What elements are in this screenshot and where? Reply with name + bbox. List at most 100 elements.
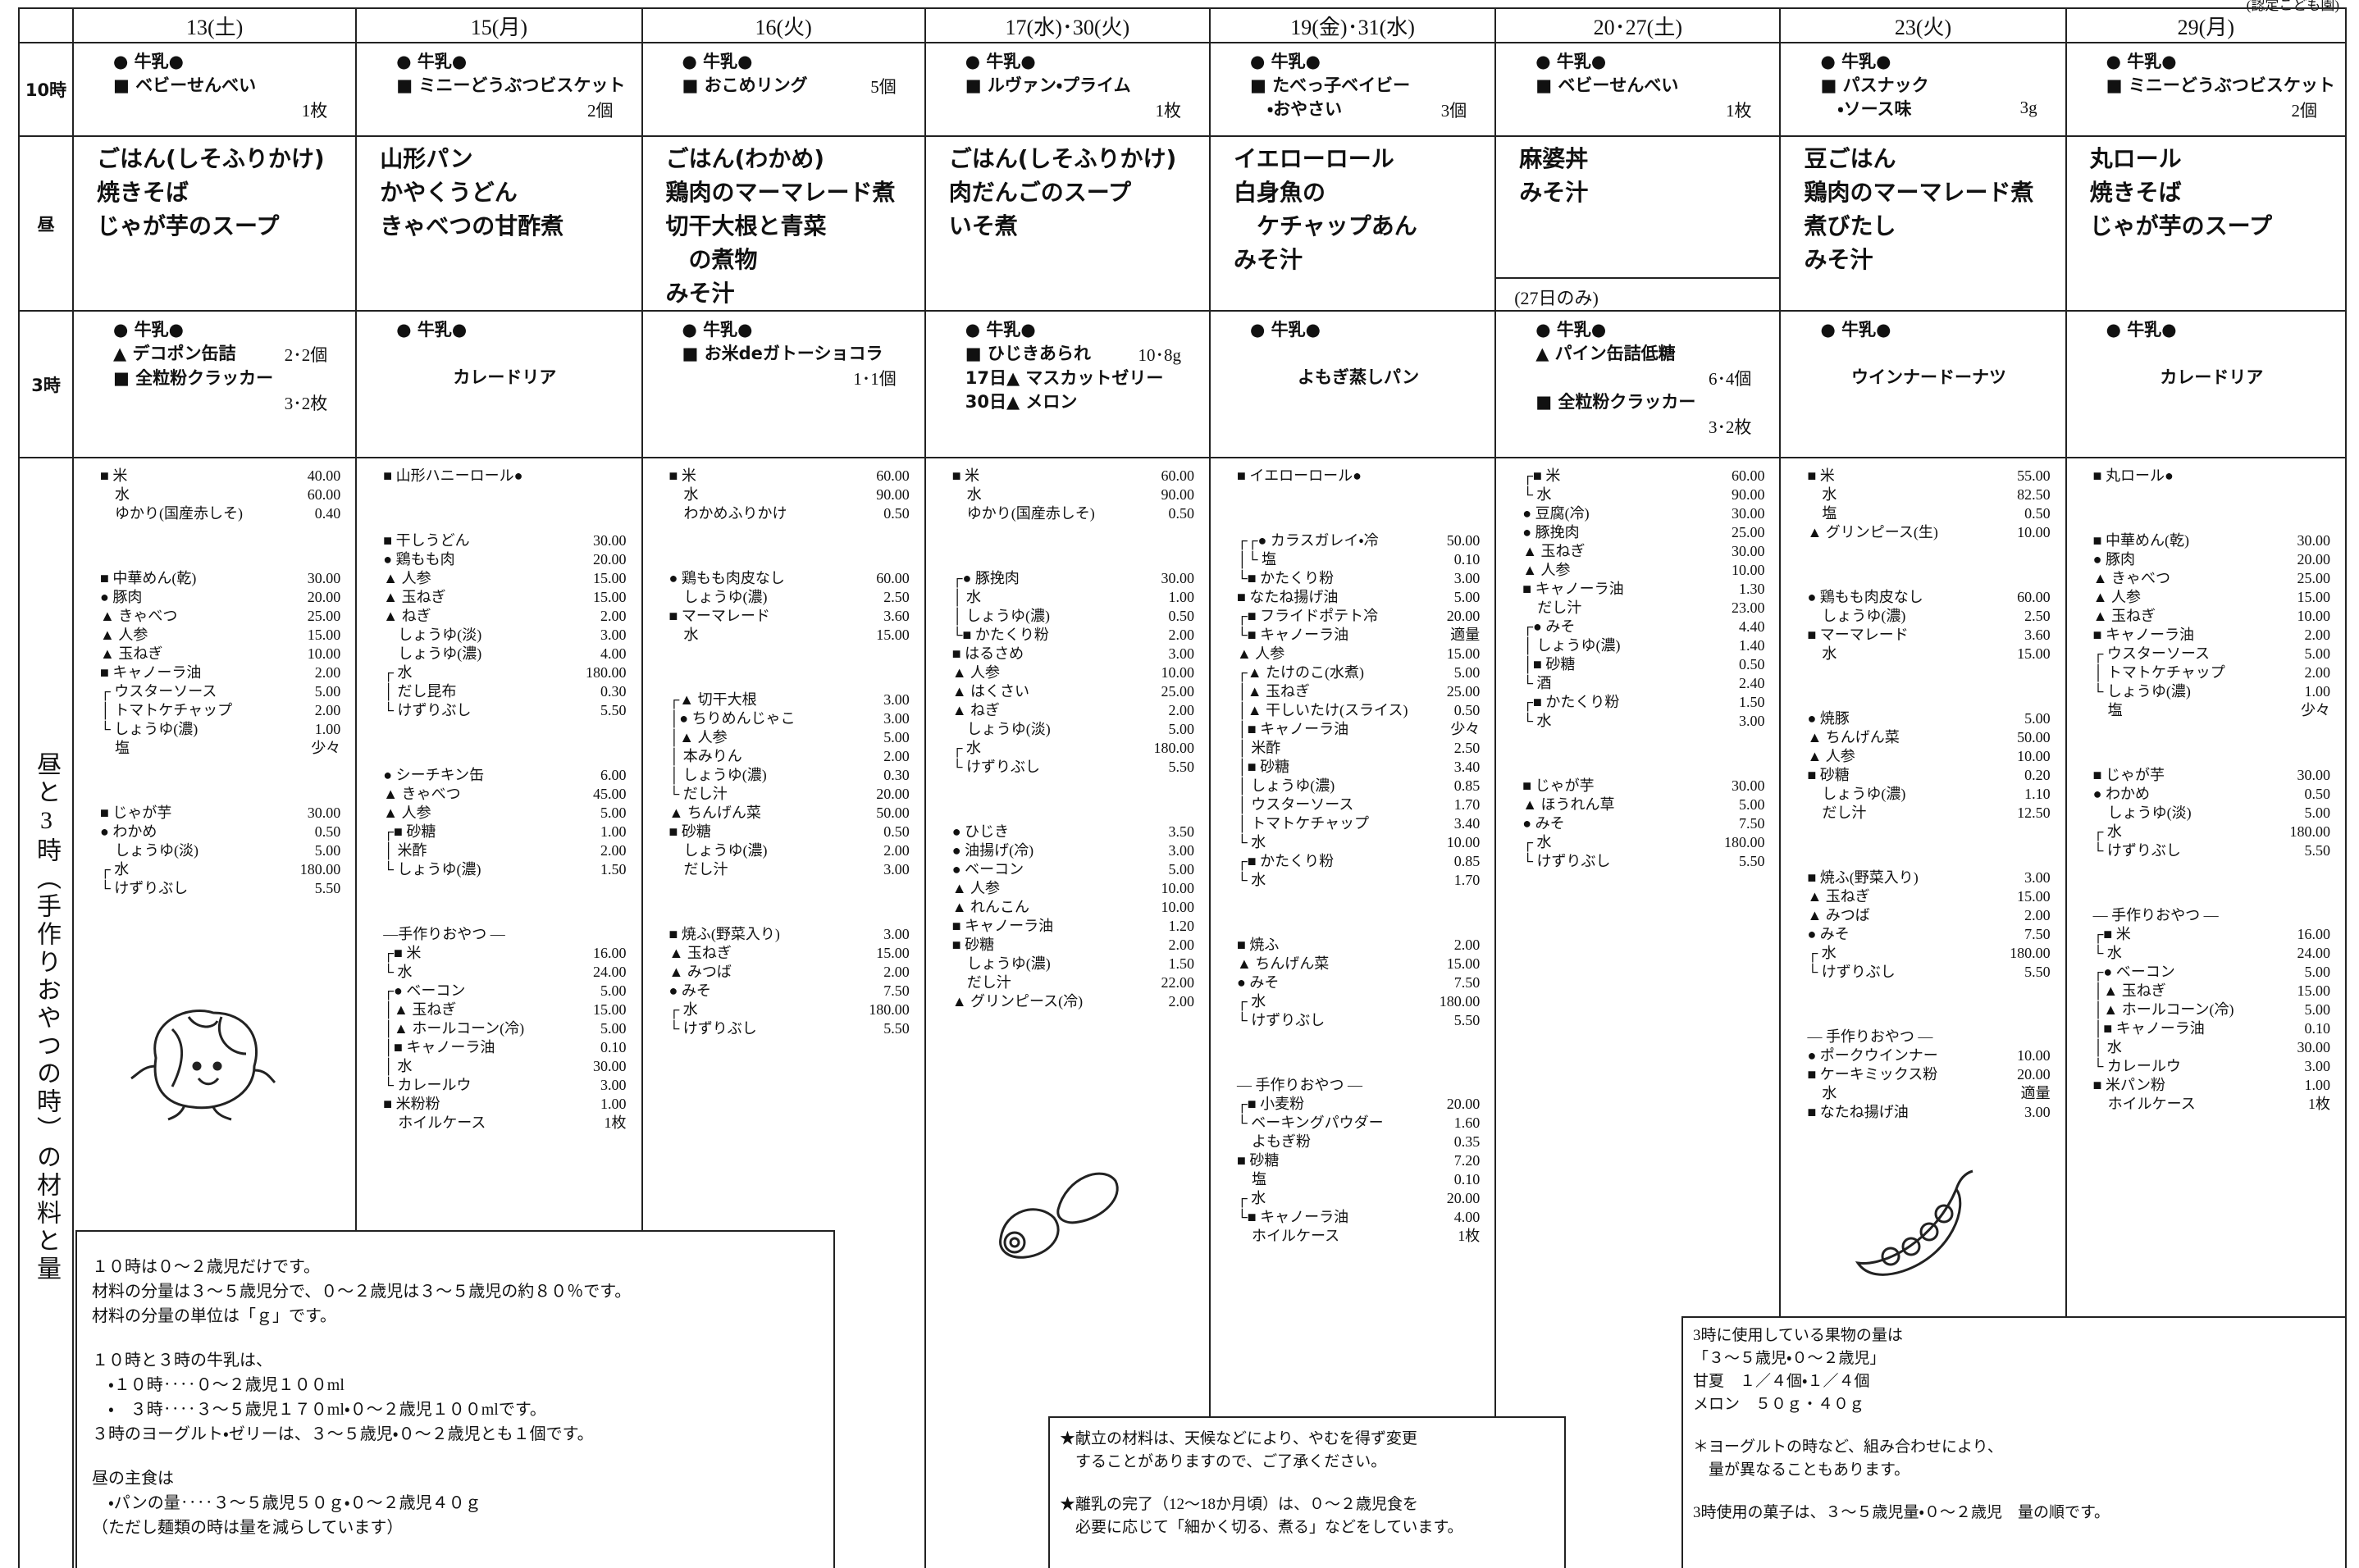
ingredient-amount: 7.50 bbox=[2024, 926, 2051, 942]
ingredient-name: ▲ 玉ねぎ bbox=[1807, 888, 1870, 905]
ingredient-row: │■ キャノーラ油 0.10 bbox=[383, 1038, 626, 1057]
ingredient-row: ホイルケース 1枚 bbox=[2093, 1095, 2330, 1114]
note-line: １０時は０～２歳児だけです。 bbox=[92, 1258, 320, 1276]
snack-line: 1枚 bbox=[965, 98, 1181, 122]
ingredient-name: ■ キャノーラ油 bbox=[2092, 627, 2195, 643]
ingredient-row: │▲ 玉ねぎ 15.00 bbox=[383, 1001, 626, 1019]
ingredient-row: │▲ ホールコーン(冷) 5.00 bbox=[383, 1019, 626, 1038]
ingredient-amount: 0.10 bbox=[1453, 551, 1481, 567]
ingredient-amount: 0.50 bbox=[314, 823, 341, 840]
ingredient-name: └■ キャノーラ油 bbox=[1236, 1209, 1349, 1225]
ingredient-amount: 2.00 bbox=[1168, 993, 1194, 1010]
ingredient-name: ● ポークウインナー bbox=[1807, 1047, 1938, 1064]
snack-item: ■ たべっ子ベイビー bbox=[1249, 75, 1411, 95]
ingredient-row: ― 手作りおやつ ― bbox=[2093, 906, 2330, 925]
ingredient-list: ■ 山形ハニーロール● ■ 干しうどん 30.00 ● 鶏もも肉 20.00 ▲ 人参 15… bbox=[357, 458, 641, 1133]
ingredient-row: └ 酒 2.40 bbox=[1522, 674, 1764, 693]
ingredient-name: ■ 砂糖 bbox=[1807, 767, 1850, 783]
ingredient-name: ┌■ かたくり粉 bbox=[1522, 694, 1620, 710]
ingredient-name: └ カレールウ bbox=[383, 1077, 472, 1093]
ingredient-row: ■ 焼ふ(野菜入り) 3.00 bbox=[669, 925, 910, 944]
ingredient-name: ● みそ bbox=[668, 982, 711, 999]
ingredient-amount: 3.00 bbox=[2024, 869, 2051, 886]
ingredient-row: ● わかめ 0.50 bbox=[100, 823, 340, 841]
ingredient-row: だし汁 12.50 bbox=[1807, 804, 2050, 823]
ingredient-row: └■ かたくり粉 3.00 bbox=[1237, 569, 1480, 588]
ingredient-row: しょうゆ(濃) 4.00 bbox=[383, 645, 626, 663]
ingredient-row: └ 水 3.00 bbox=[1522, 712, 1764, 731]
ingredient-row: よもぎ粉 0.35 bbox=[1237, 1133, 1480, 1151]
ingredient-row: ■ キャノーラ油 1.20 bbox=[952, 917, 1194, 936]
ingredient-row: ■ 干しうどん 30.00 bbox=[383, 531, 626, 550]
ingredient-name: └ けずりぶし bbox=[668, 1020, 757, 1037]
ingredient-amount: 5.50 bbox=[1168, 759, 1194, 775]
ingredient-amount: 24.00 bbox=[593, 964, 627, 980]
ingredient-row: わかめふりかけ 0.50 bbox=[669, 504, 909, 523]
snack-qty: 3･2枚 bbox=[284, 394, 328, 413]
ingredient-name: ―手作りおやつ ― bbox=[383, 926, 505, 942]
ingredient-row: しょうゆ(淡) 3.00 bbox=[383, 626, 626, 645]
ingredient-name: ■ 米粉粉 bbox=[383, 1096, 440, 1112]
ingredient-amount: 20.00 bbox=[307, 589, 341, 605]
ingredient-amount: 3.00 bbox=[883, 710, 910, 727]
ingredient-name: しょうゆ(濃) bbox=[668, 589, 768, 605]
ingredient-row: │ 水 30.00 bbox=[2093, 1038, 2330, 1057]
ingredient-list: ■ 丸ロール● ■ 中華めん(乾) 30.00 ● 豚肉 20.00 ▲ きゃべつ 25.0… bbox=[2067, 458, 2345, 1114]
note-line: ・パンの量‥‥３～５歳児５０ｇ・０～２歳児４０ｇ bbox=[92, 1494, 481, 1512]
snack-line: ■ ひじきあられ 10･8g bbox=[965, 342, 1181, 367]
ingredient-name: ▲ きゃべつ bbox=[383, 786, 461, 802]
ingredient-row: └ けずりぶし 5.50 bbox=[1522, 852, 1764, 871]
ingredient-amount: 5.50 bbox=[314, 880, 341, 896]
ingredient-row: │ 本みりん 2.00 bbox=[669, 747, 910, 766]
ingredient-amount: 180.00 bbox=[299, 861, 341, 877]
snack-list: ● 牛乳● ■ ベビーせんべい 1枚 bbox=[1496, 43, 1779, 122]
ingredient-amount: 0.50 bbox=[883, 823, 910, 840]
snack-qty: 2･2個 bbox=[284, 345, 328, 365]
note-line: 必要に応じて「細かく切る、煮る」などをしています。 bbox=[1060, 1519, 1463, 1536]
ingredient-row: ┌ 水 20.00 bbox=[1237, 1189, 1480, 1208]
ingredient-row: └■ キャノーラ油 4.00 bbox=[1237, 1208, 1480, 1227]
ingredient-amount: 1枚 bbox=[1458, 1228, 1481, 1244]
ingredient-amount: 22.00 bbox=[1161, 974, 1194, 991]
ingredient-name: ▲ ほうれん草 bbox=[1522, 796, 1615, 813]
snack-item: ● 牛乳● bbox=[2106, 320, 2177, 340]
ingredient-row: ● 鶏もも肉皮なし 60.00 bbox=[669, 569, 910, 588]
ingredient-name: └■ キャノーラ油 bbox=[1236, 627, 1349, 643]
ingredient-row: ▲ 人参 5.00 bbox=[383, 804, 626, 823]
snack-item: ■ ベビーせんべい bbox=[113, 75, 257, 95]
ingredient-group: ― 手作りおやつ ― ● ポークウインナー 10.00 ■ ケーキミックス粉 20.00… bbox=[1807, 1028, 2050, 1122]
snack-cell: ● 牛乳● カレードリア bbox=[2065, 310, 2348, 458]
ingredient-amount: 55.00 bbox=[2017, 467, 2051, 484]
ingredient-row: ┌■ 米 16.00 bbox=[383, 944, 626, 963]
ingredient-name: ▲ 人参 bbox=[383, 570, 431, 586]
snack-qty: 1枚 bbox=[1155, 101, 1181, 121]
snack-item: 30日▲ メロン bbox=[965, 392, 1078, 412]
ingredient-name: └ 水 bbox=[383, 964, 413, 980]
snack-item: ■ 全粒粉クラッカー bbox=[113, 368, 274, 388]
ingredient-row: 水 82.50 bbox=[1807, 485, 2050, 504]
ingredient-name: しょうゆ(濃) bbox=[1807, 608, 1906, 624]
ingredient-row: ■ はるさめ 3.00 bbox=[952, 645, 1194, 663]
ingredient-group: ■ 焼ふ 2.00 ▲ ちんげん菜 15.00 ● みそ 7.50 ┌ 水 180.00 └ け… bbox=[1237, 936, 1480, 1030]
ingredient-amount: 5.00 bbox=[2304, 964, 2331, 980]
lunch-dish: 白身魚の bbox=[1233, 179, 1326, 206]
ingredient-row: │ 水 1.00 bbox=[952, 588, 1194, 607]
ingredient-row: ■ 砂糖 2.00 bbox=[952, 936, 1194, 955]
snack-item: ■ ひじきあられ bbox=[965, 344, 1091, 363]
ingredient-name: │▲ 玉ねぎ bbox=[1236, 683, 1311, 700]
ingredient-row: ● 豚肉 20.00 bbox=[2093, 550, 2330, 569]
note-line: ★離乳の完了（12～18か月頃）は、０～２歳児食を bbox=[1060, 1496, 1419, 1513]
ingredient-amount: 10.00 bbox=[1161, 880, 1194, 896]
am-row: 10時 ● 牛乳● ■ ベビーせんべい 1枚 ● 牛乳● ■ ミニーどうぶつビスケット 2個… bbox=[17, 42, 2348, 137]
ingredient-amount: 60.00 bbox=[876, 570, 910, 586]
ingredient-name: └■ かたくり粉 bbox=[1236, 570, 1335, 586]
ingredient-group: ┌● 豚挽肉 30.00 │ 水 1.00 │ しょうゆ(濃) 0.50 └■ かたくり粉 2… bbox=[952, 569, 1194, 777]
ingredient-name: ● わかめ bbox=[100, 823, 157, 840]
day-header: 17(水)･30(火) bbox=[924, 7, 1211, 43]
ingredient-row: ● みそ 7.50 bbox=[669, 982, 910, 1001]
note-line: 昼の主食は bbox=[92, 1470, 174, 1488]
snack-qty: 6･4個 bbox=[1708, 369, 1752, 389]
ingredient-row: ▲ きゃべつ 25.00 bbox=[2093, 569, 2330, 588]
ingredient-name: └ けずりぶし bbox=[951, 759, 1040, 775]
ingredient-amount: 5.00 bbox=[883, 729, 910, 745]
